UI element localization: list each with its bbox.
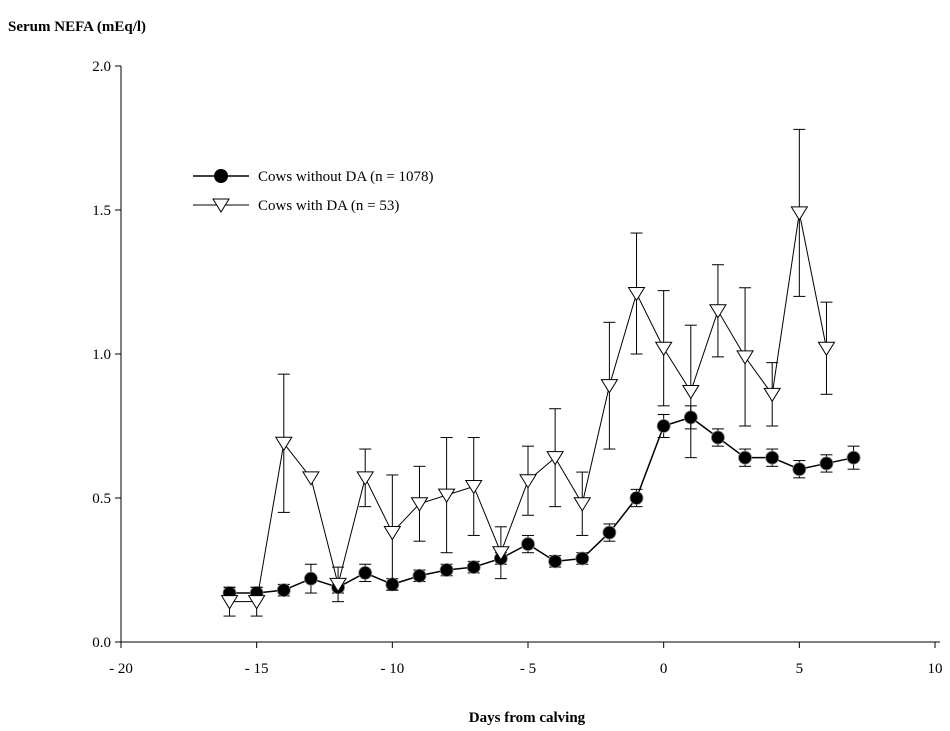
x-axis-title: Days from calving (469, 710, 586, 726)
legend: Cows without DA (n = 1078) Cows with DA … (193, 169, 434, 214)
data-point (600, 379, 619, 394)
data-point (627, 287, 646, 302)
data-point (220, 595, 239, 610)
y-axis-ticks: 0.0 0.5 1.0 1.5 2.0 (92, 59, 121, 651)
x-tick-label: 10 (928, 661, 943, 677)
data-point (546, 451, 565, 466)
data-point (302, 471, 320, 486)
data-point (247, 595, 266, 610)
legend-label-without-da: Cows without DA (n = 1078) (258, 169, 434, 185)
data-point (629, 491, 644, 505)
x-tick-label: - 20 (109, 661, 133, 677)
x-tick-label: - 5 (520, 661, 536, 677)
data-point (573, 497, 592, 512)
data-point (548, 554, 563, 569)
data-point (412, 568, 427, 583)
data-point (274, 436, 293, 452)
legend-marker-filled-circle (214, 169, 228, 183)
series-0 (222, 405, 861, 600)
data-point (437, 488, 456, 504)
series-layer (220, 128, 861, 617)
y-tick-label: 0.0 (92, 635, 111, 651)
y-axis-title: Serum NEFA (mEq/l) (8, 19, 146, 35)
data-point (519, 474, 537, 489)
x-tick-label: 0 (660, 661, 668, 677)
y-tick-label: 2.0 (92, 59, 111, 75)
data-point (276, 583, 291, 598)
y-tick-label: 1.0 (92, 347, 111, 363)
data-point (711, 430, 725, 445)
data-point (738, 450, 752, 465)
y-tick-label: 0.5 (92, 491, 111, 507)
data-point (654, 341, 673, 357)
data-point (491, 546, 510, 561)
data-point (358, 565, 373, 580)
data-point (575, 551, 590, 566)
x-tick-label: - 15 (245, 661, 269, 677)
x-axis-ticks: - 20 - 15 - 10 - 5 0 5 10 (109, 642, 943, 677)
data-point (819, 456, 834, 471)
data-point (709, 304, 727, 319)
data-point (763, 387, 782, 403)
data-point (765, 450, 780, 465)
data-point (464, 479, 483, 495)
data-point (410, 497, 429, 512)
data-point (439, 563, 454, 577)
data-point (817, 341, 836, 357)
data-point (466, 560, 481, 575)
data-point (521, 537, 535, 551)
x-tick-label: 5 (796, 661, 804, 677)
y-tick-label: 1.5 (92, 203, 111, 219)
x-tick-label: - 10 (380, 661, 404, 677)
legend-marker-open-triangle (212, 198, 230, 213)
data-point (790, 206, 809, 221)
series-1 (220, 128, 836, 617)
data-point (736, 350, 754, 365)
series-line (229, 416, 854, 594)
data-point (329, 577, 347, 593)
data-point (846, 450, 861, 465)
data-point (656, 419, 671, 433)
data-point (304, 571, 318, 586)
legend-label-with-da: Cows with DA (n = 53) (258, 198, 399, 214)
data-point (602, 525, 617, 540)
data-point (356, 471, 375, 486)
data-point (681, 384, 700, 400)
data-point (792, 462, 807, 477)
data-point (383, 526, 402, 541)
